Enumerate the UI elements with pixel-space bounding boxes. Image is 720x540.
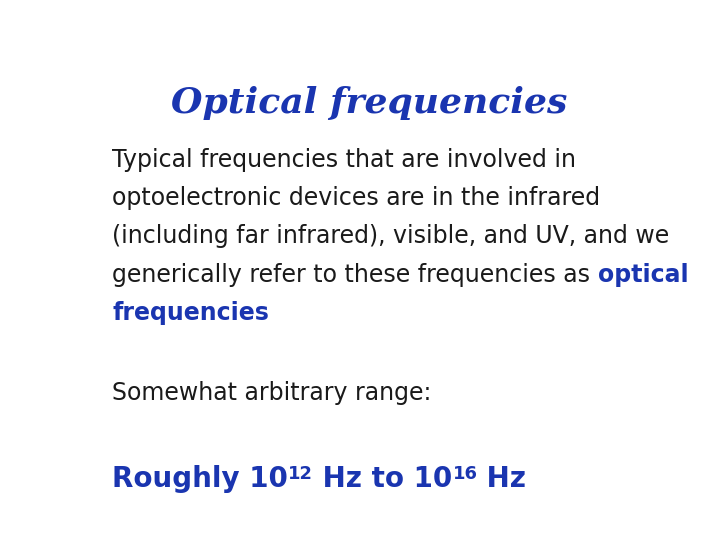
Text: optoelectronic devices are in the infrared: optoelectronic devices are in the infrar… [112,186,600,210]
Text: generically refer to these frequencies as: generically refer to these frequencies a… [112,263,598,287]
Text: Hz to 10: Hz to 10 [313,465,452,494]
Text: optical: optical [598,263,688,287]
Text: 16: 16 [452,465,477,483]
Text: Optical frequencies: Optical frequencies [171,85,567,119]
Text: Typical frequencies that are involved in: Typical frequencies that are involved in [112,148,576,172]
Text: Somewhat arbitrary range:: Somewhat arbitrary range: [112,381,432,406]
Text: frequencies: frequencies [112,301,269,325]
Text: (including far infrared), visible, and UV, and we: (including far infrared), visible, and U… [112,225,670,248]
Text: Hz: Hz [477,465,526,494]
Text: 12: 12 [288,465,313,483]
Text: Roughly 10: Roughly 10 [112,465,288,494]
